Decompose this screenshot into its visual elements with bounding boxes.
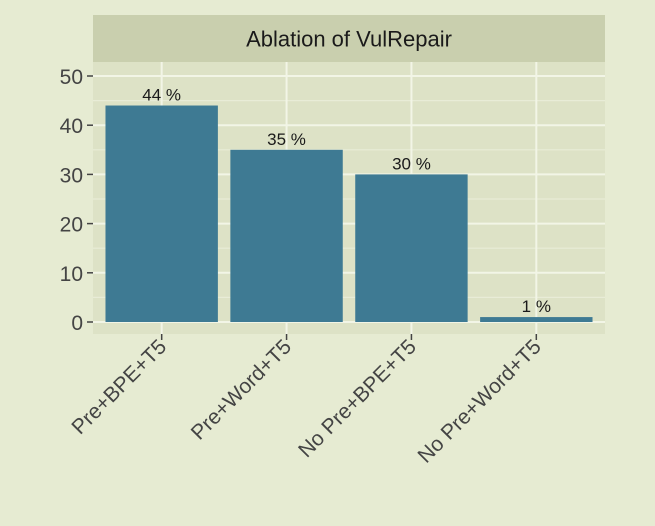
y-tick-label: 10: [60, 263, 83, 286]
data-label: 1 %: [522, 297, 551, 316]
title-strip: [93, 15, 605, 62]
data-label: 35 %: [267, 130, 306, 149]
bar: [355, 174, 468, 322]
y-tick-label: 40: [60, 115, 83, 138]
y-tick-label: 20: [60, 214, 83, 237]
x-tick-label: Pre+Word+T5: [187, 335, 296, 444]
x-tick-label: No Pre+BPE+T5: [294, 335, 421, 462]
x-tick-label: Pre+BPE+T5: [67, 335, 171, 439]
y-axis: 0 10 20 30 40 50: [60, 66, 93, 335]
data-label: 30 %: [392, 154, 431, 173]
y-tick-label: 0: [71, 312, 83, 335]
bar: [230, 149, 343, 322]
bars-group: 44 % 35 % 30 % 1 %: [105, 86, 593, 323]
x-tick-label: No Pre+Word+T5: [413, 335, 545, 467]
y-tick-label: 50: [60, 66, 83, 89]
y-tick-label: 30: [60, 164, 83, 187]
data-label: 44 %: [142, 86, 181, 105]
chart-title: Ablation of VulRepair: [246, 27, 452, 52]
bar: [480, 317, 593, 322]
bar: [105, 105, 218, 323]
